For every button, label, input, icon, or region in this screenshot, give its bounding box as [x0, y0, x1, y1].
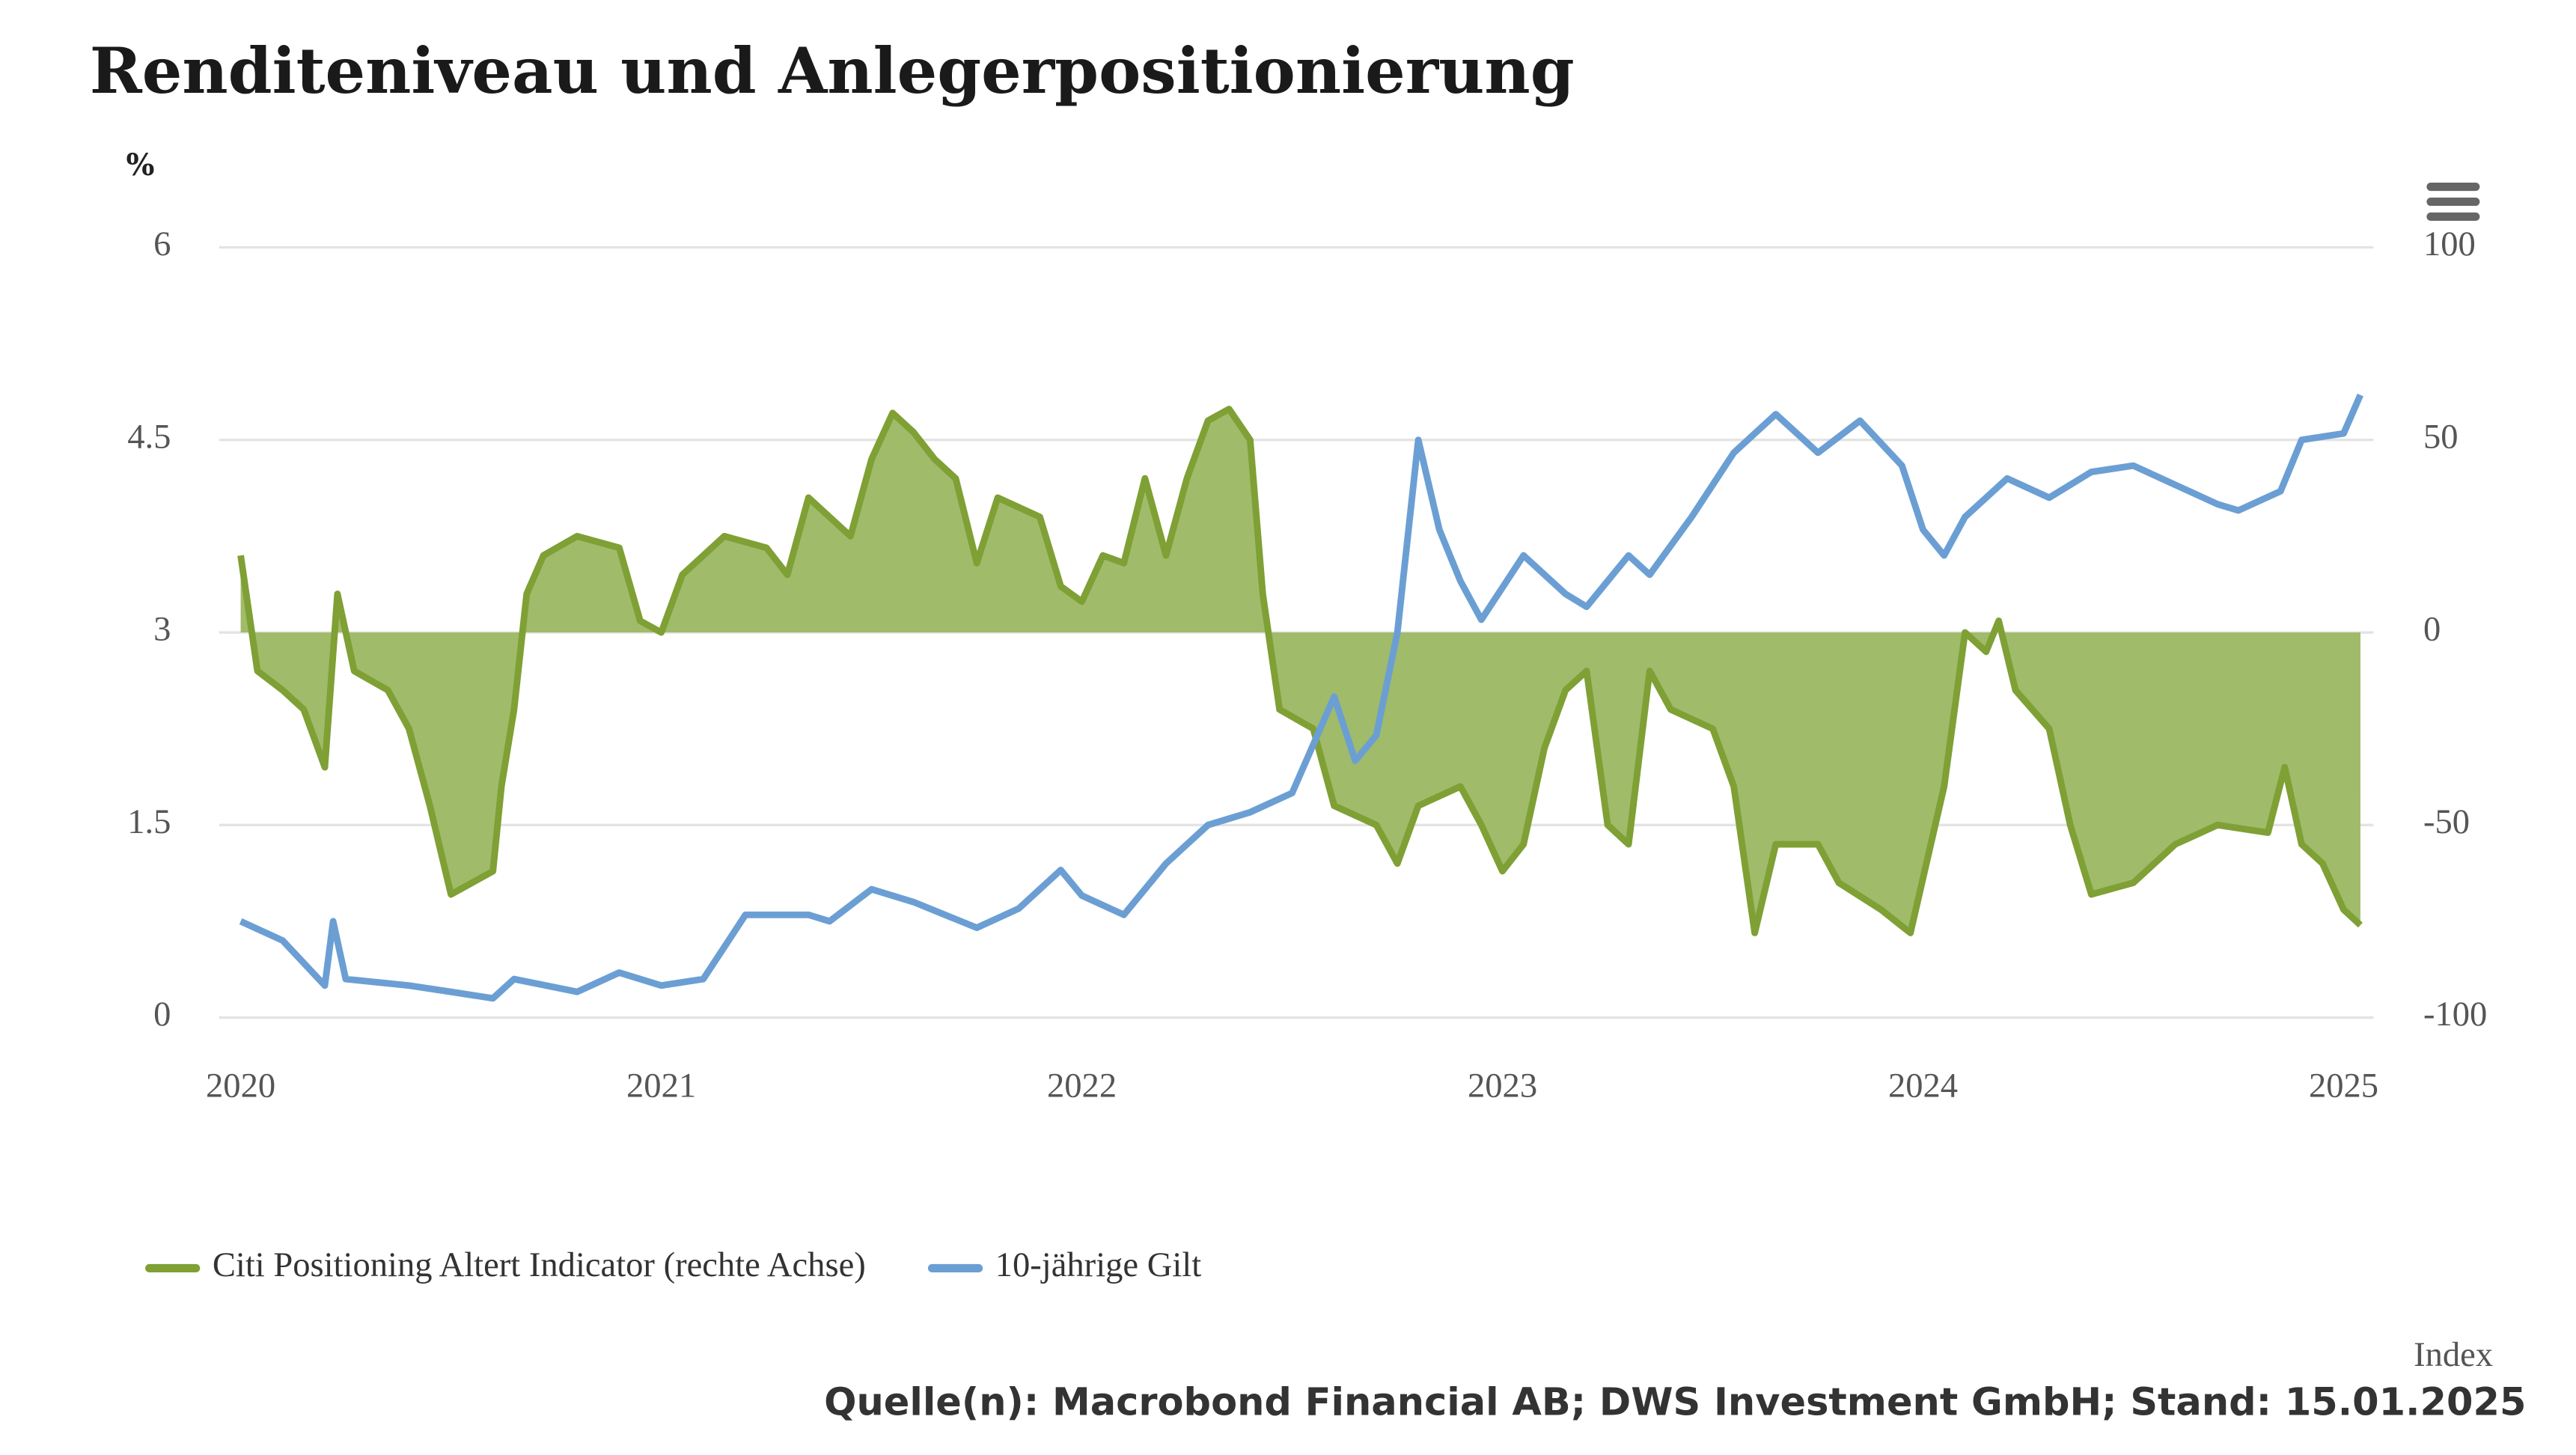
- line: [237, 406, 2363, 936]
- y2-unit: Index: [2414, 1336, 2493, 1374]
- menu-bar[interactable]: [2426, 212, 2480, 222]
- area: [240, 409, 2360, 933]
- y2-tick-label: 100: [2423, 225, 2476, 263]
- y2-tick-label: -50: [2423, 803, 2470, 841]
- y2-tick-label: 50: [2423, 418, 2459, 456]
- menu-bar[interactable]: [2426, 183, 2480, 192]
- y2-tick-label: 0: [2423, 611, 2441, 649]
- legend-label: Citi Positioning Altert Indicator (recht…: [213, 1246, 866, 1284]
- y-tick-label: 3: [153, 611, 171, 649]
- line: [239, 393, 2363, 1002]
- y-tick-label: 6: [153, 225, 171, 263]
- y-tick-label: 0: [153, 995, 171, 1034]
- x-tick-label: 2022: [1047, 1067, 1117, 1105]
- y-unit: %: [126, 148, 155, 183]
- y2-tick-label: -100: [2423, 995, 2487, 1034]
- source: Quelle(n): Macrobond Financial AB; DWS I…: [824, 1380, 2526, 1424]
- x-tick-label: 2020: [206, 1067, 275, 1105]
- x-tick-label: 2025: [2309, 1067, 2378, 1105]
- legend-label: 10-jährige Gilt: [995, 1246, 1201, 1284]
- y-tick-label: 4.5: [127, 418, 171, 456]
- x-tick-label: 2024: [1888, 1067, 1958, 1105]
- menu-bar[interactable]: [2426, 197, 2480, 207]
- x-tick-label: 2021: [626, 1067, 696, 1105]
- y-tick-label: 1.5: [127, 803, 171, 841]
- chart-title: Renditeniveau und Anlegerpositionierung: [90, 34, 1575, 108]
- x-tick-label: 2023: [1468, 1067, 1537, 1105]
- menu-icon[interactable]: [2426, 183, 2480, 222]
